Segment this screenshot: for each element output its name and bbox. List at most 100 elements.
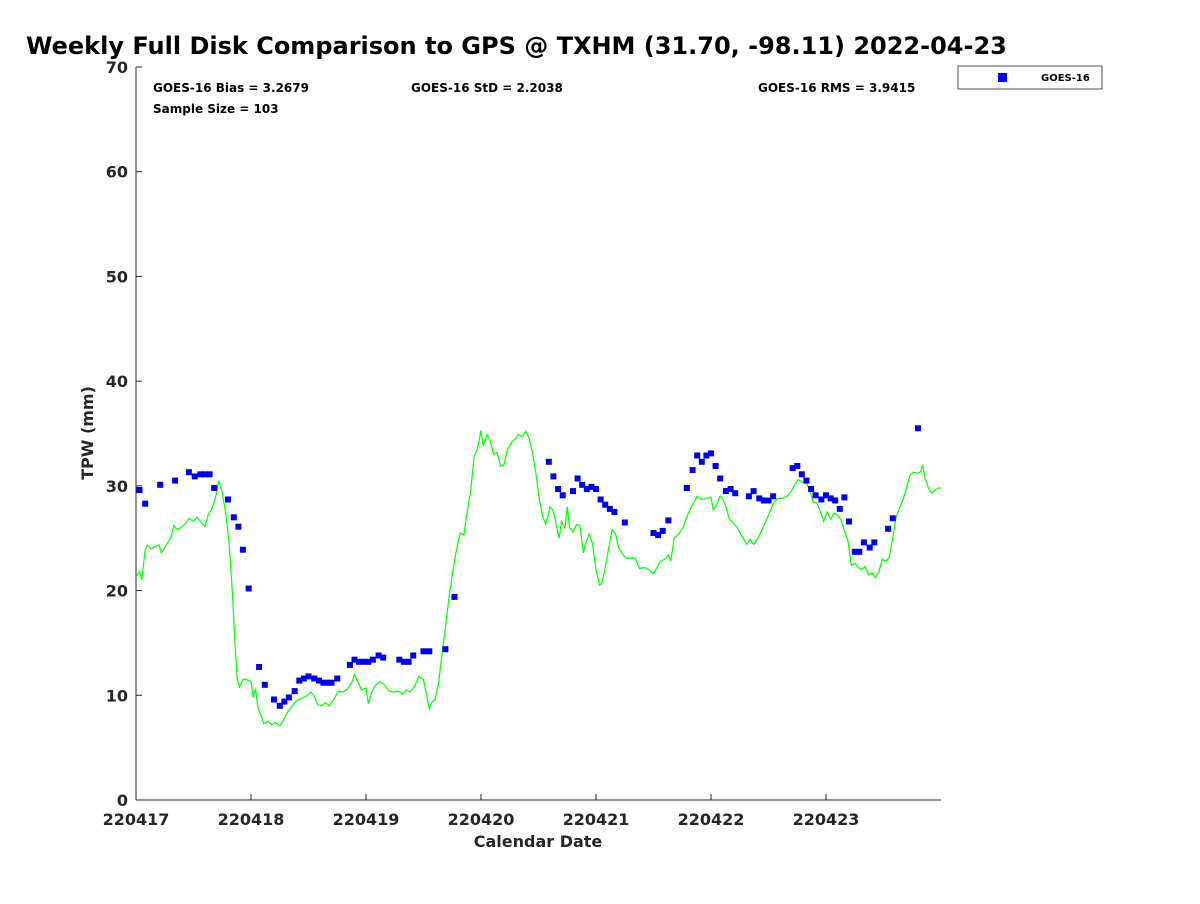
- goes16-point: [593, 486, 599, 492]
- goes16-point: [225, 496, 231, 503]
- legend: GOES-16: [957, 65, 1103, 90]
- goes16-point: [694, 452, 701, 459]
- goes16-point: [410, 652, 417, 659]
- goes16-point: [798, 471, 805, 478]
- goes16-point: [550, 473, 557, 480]
- goes16-point: [559, 492, 566, 499]
- goes16-point: [860, 539, 867, 546]
- goes16-point: [597, 496, 604, 503]
- goes16-point: [760, 497, 767, 504]
- goes16-point: [712, 463, 719, 469]
- goes16-point: [856, 548, 863, 555]
- legend-marker-icon: [998, 73, 1007, 82]
- goes16-point: [606, 505, 613, 512]
- x-tick-label: 220418: [218, 810, 285, 829]
- goes16-point: [281, 698, 288, 705]
- y-tick-label: 10: [106, 686, 128, 705]
- goes16-point: [360, 658, 367, 665]
- gps-line: [135, 430, 941, 727]
- goes16-point: [803, 477, 810, 484]
- goes16-point: [276, 702, 283, 709]
- goes16-point: [239, 546, 246, 553]
- goes16-point: [727, 486, 734, 492]
- goes16-point: [789, 465, 796, 472]
- goes16-point: [832, 497, 839, 504]
- goes16-point: [426, 648, 433, 655]
- goes16-point: [808, 486, 815, 492]
- goes16-point: [172, 477, 179, 484]
- goes16-point: [351, 656, 358, 663]
- goes16-point: [325, 679, 332, 686]
- goes16-point: [320, 679, 327, 686]
- goes16-point: [356, 658, 363, 665]
- goes16-point: [621, 519, 628, 526]
- goes16-point: [291, 688, 298, 695]
- y-tick-label: 60: [106, 163, 128, 182]
- goes16-point: [235, 523, 242, 530]
- goes16-point: [871, 539, 878, 546]
- goes16-point: [588, 483, 595, 490]
- goes16-point: [256, 664, 263, 670]
- goes16-point: [836, 505, 843, 512]
- goes16-point: [851, 548, 858, 555]
- goes16-point: [380, 654, 387, 661]
- x-tick-label: 220419: [333, 810, 400, 829]
- goes16-point: [375, 652, 382, 659]
- x-tick-label: 220420: [448, 810, 515, 829]
- goes16-point: [261, 681, 268, 688]
- goes16-point: [579, 481, 586, 488]
- goes16-point: [717, 475, 724, 482]
- goes16-point: [206, 471, 213, 478]
- goes16-point: [451, 593, 458, 600]
- goes16-point: [400, 658, 407, 665]
- goes16-point: [185, 469, 192, 476]
- goes16-point: [315, 677, 322, 684]
- goes16-point: [915, 425, 921, 432]
- x-tick-label: 220421: [563, 810, 630, 829]
- goes16-point: [689, 467, 696, 474]
- bias-stat: GOES-16 Bias = 3.2679: [153, 81, 309, 95]
- x-axis-label: Calendar Date: [474, 832, 603, 851]
- goes16-point: [311, 675, 318, 682]
- legend-label: GOES-16: [1041, 73, 1090, 84]
- x-tick-label: 220417: [103, 810, 170, 829]
- goes16-point: [230, 514, 237, 521]
- goes16-point: [328, 679, 335, 686]
- goes16-point: [583, 486, 590, 492]
- goes16-point: [683, 485, 690, 491]
- y-tick-label: 70: [106, 58, 128, 77]
- x-tick-label: 220422: [678, 810, 745, 829]
- goes16-point: [136, 487, 143, 493]
- goes16-point: [770, 493, 777, 500]
- goes16-point: [708, 450, 714, 457]
- goes16-point: [420, 648, 427, 655]
- goes16-point: [659, 527, 666, 534]
- goes16-point: [365, 658, 372, 665]
- goes16-point: [211, 485, 218, 491]
- goes16-point: [889, 515, 896, 522]
- sample-size-stat: Sample Size = 103: [153, 102, 279, 116]
- stats-annotations: GOES-16 Bias = 3.2679 Sample Size = 103 …: [153, 81, 915, 116]
- goes16-point: [665, 517, 672, 524]
- goes16-point: [545, 458, 552, 465]
- goes16-point: [841, 494, 848, 501]
- y-tick-label: 0: [117, 791, 128, 810]
- goes16-point: [197, 471, 204, 478]
- goes16-point: [305, 673, 312, 680]
- x-tick-label: 220423: [793, 810, 860, 829]
- plot-area: [135, 67, 941, 801]
- series-layer: [135, 425, 941, 727]
- goes16-point: [846, 518, 852, 525]
- goes16-point: [794, 463, 801, 469]
- y-tick-label: 20: [106, 582, 128, 601]
- goes16-point: [191, 473, 198, 480]
- goes16-point: [202, 471, 208, 478]
- goes16-point: [611, 509, 618, 515]
- goes16-point: [703, 452, 710, 459]
- legend-box: [957, 65, 1103, 90]
- goes16-point: [602, 501, 609, 508]
- y-tick-label: 30: [106, 477, 128, 496]
- goes16-point: [442, 646, 449, 653]
